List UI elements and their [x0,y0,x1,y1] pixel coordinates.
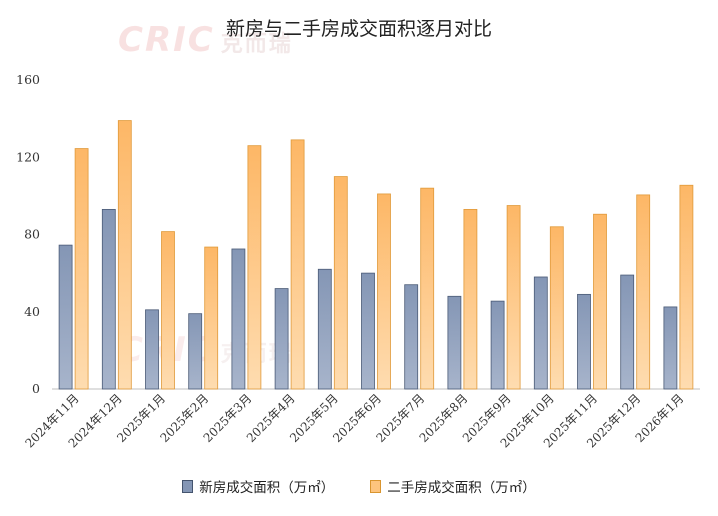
chart-title: 新房与二手房成交面积逐月对比 [225,18,492,40]
bar-new-house [317,268,332,390]
bar-new-house [188,313,203,390]
bar-new-house [101,208,116,390]
bar-second-hand [117,120,132,390]
bar-second-hand [377,193,391,390]
bar-second-hand [506,205,521,390]
bar-second-hand [593,213,607,390]
bar-second-hand [247,145,262,390]
bar-second-hand [333,176,348,390]
bar-new-house [490,300,505,390]
bar-new-house [447,295,462,390]
y-axis: 0 40 80 120 160 [16,72,700,396]
bar-new-house [663,306,678,390]
y-tick-label: 0 [32,381,40,396]
legend-item-new-house: 新房成交面积（万㎡） [182,476,334,496]
bar-new-house [231,248,246,390]
bar-new-house [404,284,419,390]
bar-second-hand [161,231,175,390]
bar-new-house [533,276,548,390]
legend: 新房成交面积（万㎡） 二手房成交面积（万㎡） [0,476,718,496]
y-tick-label: 40 [24,304,40,319]
bar-new-house [58,244,73,390]
bar-new-house [620,274,635,390]
legend-swatch-second-hand [370,479,382,493]
bar-new-house [361,272,375,390]
bar-new-house [577,293,591,390]
bar-second-hand [463,208,478,390]
y-tick-label: 120 [16,149,40,164]
x-axis: 2024年11月2024年12月2025年1月2025年2月2025年3月202… [22,391,686,450]
legend-swatch-new-house [182,479,194,493]
bar-second-hand [74,148,89,390]
bar-second-hand [679,184,694,390]
bar-second-hand [420,187,435,390]
y-tick-label: 80 [24,227,40,242]
bars [58,120,694,390]
bar-second-hand [290,139,305,390]
y-tick-label: 160 [16,72,40,87]
legend-label-new-house: 新房成交面积（万㎡） [199,480,335,496]
bar-new-house [274,288,289,390]
legend-item-second-hand: 二手房成交面积（万㎡） [370,476,536,496]
legend-label-second-hand: 二手房成交面积（万㎡） [387,480,536,496]
bar-new-house [145,309,159,390]
bar-second-hand [549,226,564,390]
bar-second-hand [636,194,651,390]
bar-second-hand [204,246,219,390]
